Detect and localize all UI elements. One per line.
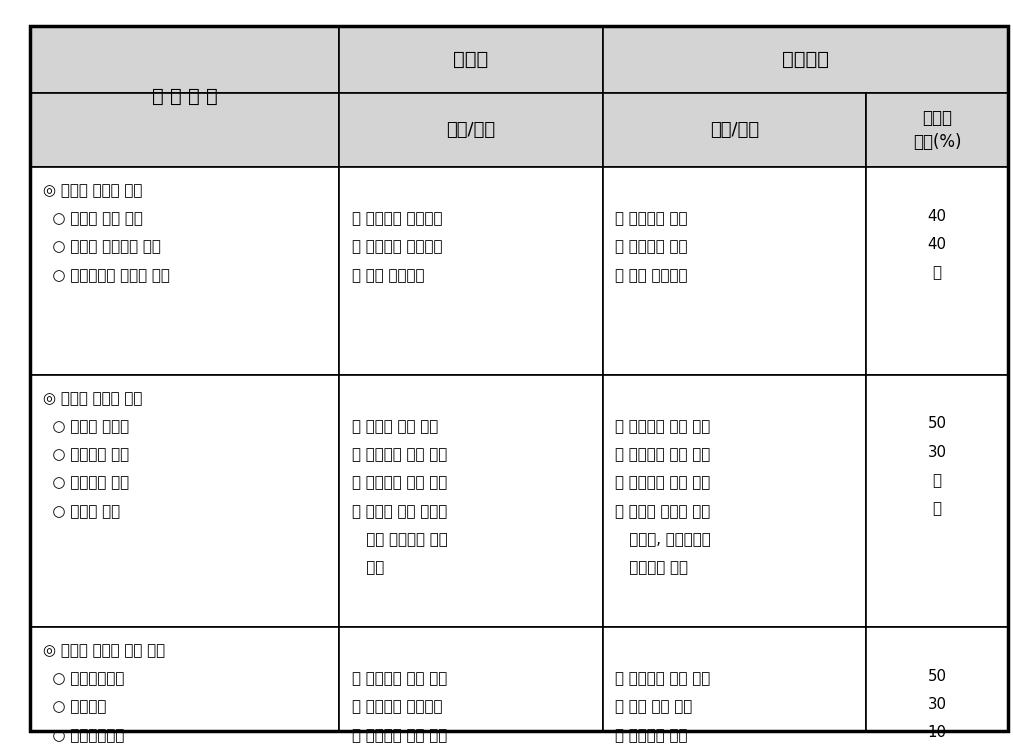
Text: 기 술 분 야: 기 술 분 야 (152, 87, 218, 106)
Bar (339, 627, 603, 731)
Text: 선진국: 선진국 (454, 50, 488, 69)
Text: 선진국
대비(%): 선진국 대비(%) (913, 109, 961, 151)
Text: 40: 40 (928, 236, 946, 252)
Bar (30, 627, 339, 731)
Bar (603, 26, 1008, 93)
Text: ○ 비선형 탄성 기구: ○ 비선형 탄성 기구 (43, 211, 143, 227)
Bar (339, 93, 603, 167)
Text: 대한민국: 대한민국 (782, 50, 829, 69)
Text: － 개념설계 정립 단계: － 개념설계 정립 단계 (615, 671, 710, 686)
Text: ◎ 비선형 초음파 적용 기술: ◎ 비선형 초음파 적용 기술 (43, 643, 165, 658)
Text: － 기반기술 확보수준: － 기반기술 확보수준 (352, 211, 442, 227)
Text: ○ 열화손상평가: ○ 열화손상평가 (43, 671, 124, 686)
Text: － 개념 도입 단계: － 개념 도입 단계 (615, 700, 692, 715)
Text: － 기계식 스캔에 의한: － 기계식 스캔에 의한 (615, 504, 710, 518)
Text: － 현상규명 단계: － 현상규명 단계 (615, 239, 688, 254)
Bar (603, 167, 866, 374)
Bar (603, 93, 866, 167)
Bar (866, 627, 1008, 731)
Bar (866, 374, 1008, 627)
Text: 50: 50 (928, 668, 946, 683)
Text: － 개념설계 정립단계: － 개념설계 정립단계 (352, 700, 442, 715)
Text: ◎ 비선형 초음파 해석: ◎ 비선형 초음파 해석 (43, 184, 142, 198)
Text: － 이론 연구단계: － 이론 연구단계 (352, 268, 424, 283)
Bar (339, 167, 603, 374)
Text: － 실용화 적용 단계: － 실용화 적용 단계 (352, 419, 438, 434)
Bar (866, 167, 1008, 374)
Text: 적용하지 않음: 적용하지 않음 (615, 560, 688, 575)
Text: ○ 비접촉식 기법: ○ 비접촉식 기법 (43, 475, 129, 491)
Bar (339, 26, 603, 93)
Text: 30: 30 (928, 697, 946, 712)
Text: 단계: 단계 (352, 560, 384, 575)
Text: ○ 유도초음파 비선형 특성: ○ 유도초음파 비선형 특성 (43, 268, 169, 283)
Text: 10: 10 (928, 725, 946, 740)
Bar (603, 627, 866, 731)
Bar (30, 374, 339, 627)
Text: 50: 50 (928, 416, 946, 431)
Text: 40: 40 (928, 209, 946, 224)
Bar (603, 374, 866, 627)
Text: － 아이디어 제시 단계: － 아이디어 제시 단계 (615, 475, 710, 491)
Text: － 이론 연구단계: － 이론 연구단계 (615, 268, 688, 283)
Text: ○ 균열면 부분접촉 기구: ○ 균열면 부분접촉 기구 (43, 239, 160, 254)
Bar (339, 374, 603, 627)
Text: －: － (933, 265, 941, 280)
Text: － 기반기술 확보 단계: － 기반기술 확보 단계 (352, 728, 447, 743)
Text: － 기반기술 확보 단계: － 기반기술 확보 단계 (352, 671, 447, 686)
Bar (30, 93, 339, 167)
Text: － 전자식 스캔 기법에: － 전자식 스캔 기법에 (352, 504, 447, 518)
Text: 단계/수준: 단계/수준 (710, 121, 759, 139)
Text: － 적용하지 않음: － 적용하지 않음 (615, 728, 688, 743)
Text: 대한 아이디어 제시: 대한 아이디어 제시 (352, 532, 448, 547)
Text: ○ 신호처리 기술: ○ 신호처리 기술 (43, 448, 129, 463)
Bar (30, 26, 339, 93)
Text: 영상화, 전자식스캔: 영상화, 전자식스캔 (615, 532, 711, 547)
Text: ◎ 비선형 초음파 계측: ◎ 비선형 초음파 계측 (43, 391, 142, 406)
Text: － 현상규명 단계: － 현상규명 단계 (615, 211, 688, 227)
Text: ○ 주파수 분석법: ○ 주파수 분석법 (43, 419, 129, 434)
Text: ○ 균열평가: ○ 균열평가 (43, 700, 106, 715)
Text: －: － (933, 473, 941, 488)
Text: － 기반기술 확보 단계: － 기반기술 확보 단계 (352, 448, 447, 463)
Text: －: － (933, 501, 941, 516)
Text: ○ 접합강도평가: ○ 접합강도평가 (43, 728, 124, 743)
Text: 단계/수준: 단계/수준 (447, 121, 495, 139)
Bar (866, 93, 1008, 167)
Text: － 개념설계 정립 단계: － 개념설계 정립 단계 (615, 448, 710, 463)
Text: － 아이디어 제시 단계: － 아이디어 제시 단계 (352, 475, 447, 491)
Text: － 개념설계 정립단계: － 개념설계 정립단계 (352, 239, 442, 254)
Text: 30: 30 (928, 445, 946, 460)
Bar (30, 167, 339, 374)
Text: ○ 영상화 기법: ○ 영상화 기법 (43, 504, 120, 518)
Text: － 기반기술 확보 단계: － 기반기술 확보 단계 (615, 419, 710, 434)
